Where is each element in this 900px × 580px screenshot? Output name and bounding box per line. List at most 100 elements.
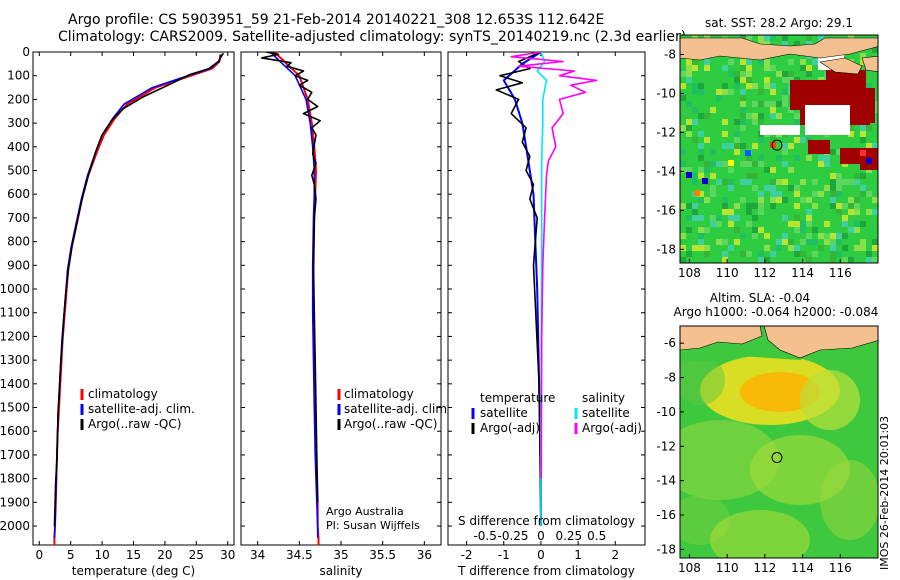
sst-cell	[764, 41, 770, 47]
sst-map-ytick-label: -18	[656, 242, 676, 256]
sst-cell	[710, 161, 716, 167]
sst-cell	[680, 245, 686, 251]
sst-map-frame	[679, 34, 879, 264]
sla-anomaly-blob	[680, 355, 725, 405]
temperature-xtick-label: 20	[157, 548, 172, 562]
sst-cell	[800, 221, 806, 227]
salinity-xlabel: salinity	[319, 564, 362, 578]
sst-anomaly-cell	[694, 190, 700, 196]
sst-cell	[848, 227, 854, 233]
sst-cell	[704, 113, 710, 119]
sst-cell	[824, 185, 830, 191]
temperature-ytick-label: 1500	[0, 401, 30, 415]
temperature-ytick-label: 400	[7, 140, 30, 154]
sst-cell	[818, 155, 824, 161]
sst-map-xtick-label: 108	[678, 266, 701, 280]
sst-cell	[818, 35, 824, 41]
sst-cell	[710, 215, 716, 221]
sst-cell	[704, 167, 710, 173]
sst-cell	[698, 131, 704, 137]
sst-cell	[746, 203, 752, 209]
sla-map-title1: Altim. SLA: -0.04	[710, 291, 810, 305]
sst-cell	[758, 209, 764, 215]
sst-cell	[836, 149, 842, 155]
sst-cell	[830, 185, 836, 191]
sst-cell	[806, 239, 812, 245]
sst-cell	[740, 119, 746, 125]
sst-cell	[734, 119, 740, 125]
sst-cell	[794, 215, 800, 221]
sst-cell	[722, 203, 728, 209]
sst-cell	[716, 221, 722, 227]
sst-cell	[746, 209, 752, 215]
sst-cell	[770, 83, 776, 89]
sst-cell	[752, 119, 758, 125]
sst-anomaly-cell	[860, 150, 866, 156]
sst-cell	[722, 257, 728, 263]
sst-cell	[746, 59, 752, 65]
sst-cell	[770, 167, 776, 173]
sst-cell	[836, 173, 842, 179]
sst-map-xtick-label: 112	[753, 266, 776, 280]
differences-xtick-label: -1	[498, 548, 510, 562]
sst-cell	[764, 83, 770, 89]
sst-cell	[830, 173, 836, 179]
differences-s-xlabel: S difference from climatology	[458, 514, 635, 528]
salinity-xtick-label: 36	[417, 548, 432, 562]
temperature-ytick-label: 500	[7, 164, 30, 178]
sst-cell	[806, 209, 812, 215]
sst-cell	[680, 233, 686, 239]
sst-cell	[764, 101, 770, 107]
sst-cell	[836, 203, 842, 209]
sst-cell	[740, 71, 746, 77]
sla-map-xtick-label: 114	[791, 561, 814, 575]
sst-cell	[692, 209, 698, 215]
sst-map-title: sat. SST: 28.2 Argo: 29.1	[705, 16, 853, 30]
sst-cell	[734, 149, 740, 155]
sst-cell	[782, 215, 788, 221]
sst-cell	[794, 227, 800, 233]
sst-cell	[686, 125, 692, 131]
sst-cell	[776, 179, 782, 185]
sst-cell	[806, 41, 812, 47]
sst-cell	[812, 251, 818, 257]
sst-cell	[806, 215, 812, 221]
sst-cell	[728, 215, 734, 221]
sst-cell	[698, 227, 704, 233]
sst-cell	[746, 221, 752, 227]
sst-cell	[848, 197, 854, 203]
sst-cell	[842, 245, 848, 251]
sst-cell	[818, 233, 824, 239]
sst-cell	[830, 251, 836, 257]
sst-cell	[770, 179, 776, 185]
sst-cell	[698, 245, 704, 251]
sst-anomaly-cell	[702, 178, 708, 184]
sst-cell	[698, 191, 704, 197]
sla-map-xtick-label: 116	[829, 561, 852, 575]
sst-cell	[782, 149, 788, 155]
sst-cell	[824, 221, 830, 227]
sst-cell	[686, 167, 692, 173]
sst-cell	[746, 83, 752, 89]
sst-cell	[758, 35, 764, 41]
sst-cell	[710, 191, 716, 197]
sst-cell	[728, 167, 734, 173]
sst-cell	[740, 35, 746, 41]
sst-cell	[842, 257, 848, 263]
sst-cell	[746, 77, 752, 83]
salinity-series-line	[260, 52, 322, 503]
sst-cell	[860, 191, 866, 197]
sst-cell	[764, 257, 770, 263]
sst-cell	[758, 89, 764, 95]
sst-cell	[806, 65, 812, 71]
salinity-xtick-label: 35.5	[369, 548, 396, 562]
sst-cell	[728, 179, 734, 185]
sst-cell	[794, 185, 800, 191]
sst-cell	[782, 71, 788, 77]
salinity-annotation: Argo Australia	[326, 505, 404, 518]
sst-cell	[872, 143, 878, 149]
sst-cell	[728, 59, 734, 65]
salinity-frame	[240, 51, 442, 546]
sst-cell	[728, 143, 734, 149]
differences-s-tick-label: -0.25	[498, 529, 529, 543]
